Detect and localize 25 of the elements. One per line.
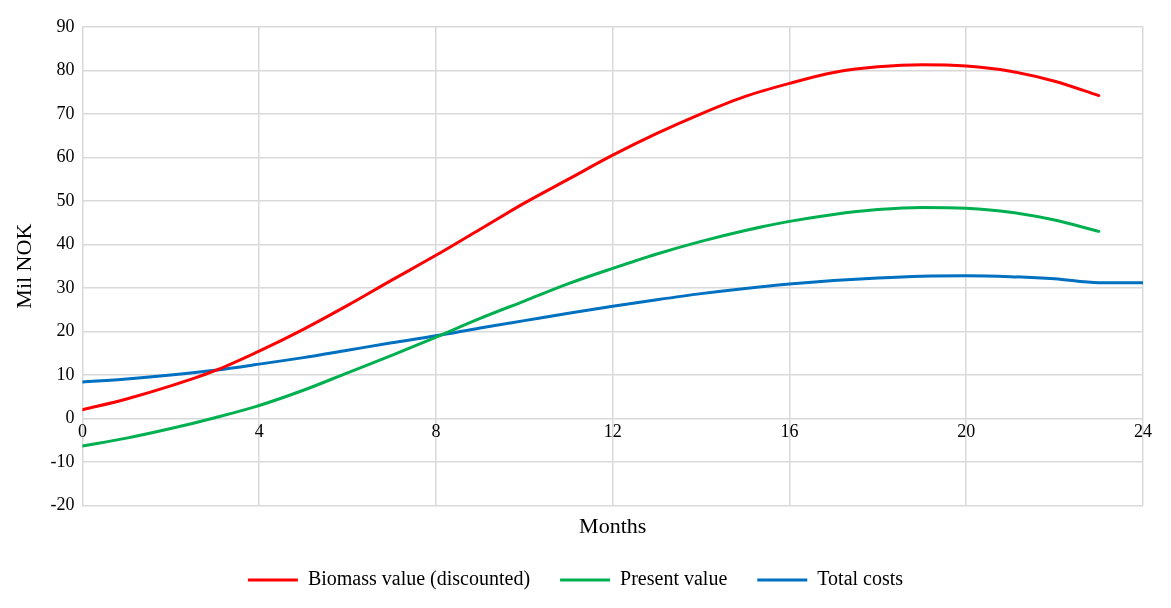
x-axis-title: Months: [579, 512, 647, 538]
x-tick-label: 8: [431, 421, 441, 442]
y-tick-label: 0: [65, 407, 75, 428]
x-tick-label: 12: [603, 421, 622, 442]
y-tick-label: 10: [56, 363, 75, 384]
y-tick-label: 60: [56, 146, 75, 167]
legend-label: Biomass value (discounted): [307, 567, 531, 591]
y-tick-label: 20: [56, 320, 75, 341]
y-tick-label: -10: [50, 450, 75, 471]
y-tick-label: 80: [56, 59, 75, 80]
x-tick-label: 4: [254, 421, 264, 442]
x-tick-label: 20: [957, 421, 976, 442]
y-tick-label: 40: [56, 233, 75, 254]
line-series: [82, 63, 1101, 412]
y-tick-label: -20: [50, 494, 75, 515]
y-tick-label: 70: [56, 102, 75, 123]
y-tick-label: 50: [56, 189, 75, 210]
legend-label: Present value: [620, 567, 728, 590]
x-tick-label: 16: [780, 421, 799, 442]
x-tick-label: 24: [1134, 421, 1152, 442]
line-series: [82, 274, 1143, 384]
y-tick-label: 30: [56, 276, 75, 297]
legend-label: Total costs: [817, 567, 904, 590]
y-axis-title: Mil NOK: [10, 223, 36, 309]
y-tick-label: 90: [56, 15, 75, 36]
